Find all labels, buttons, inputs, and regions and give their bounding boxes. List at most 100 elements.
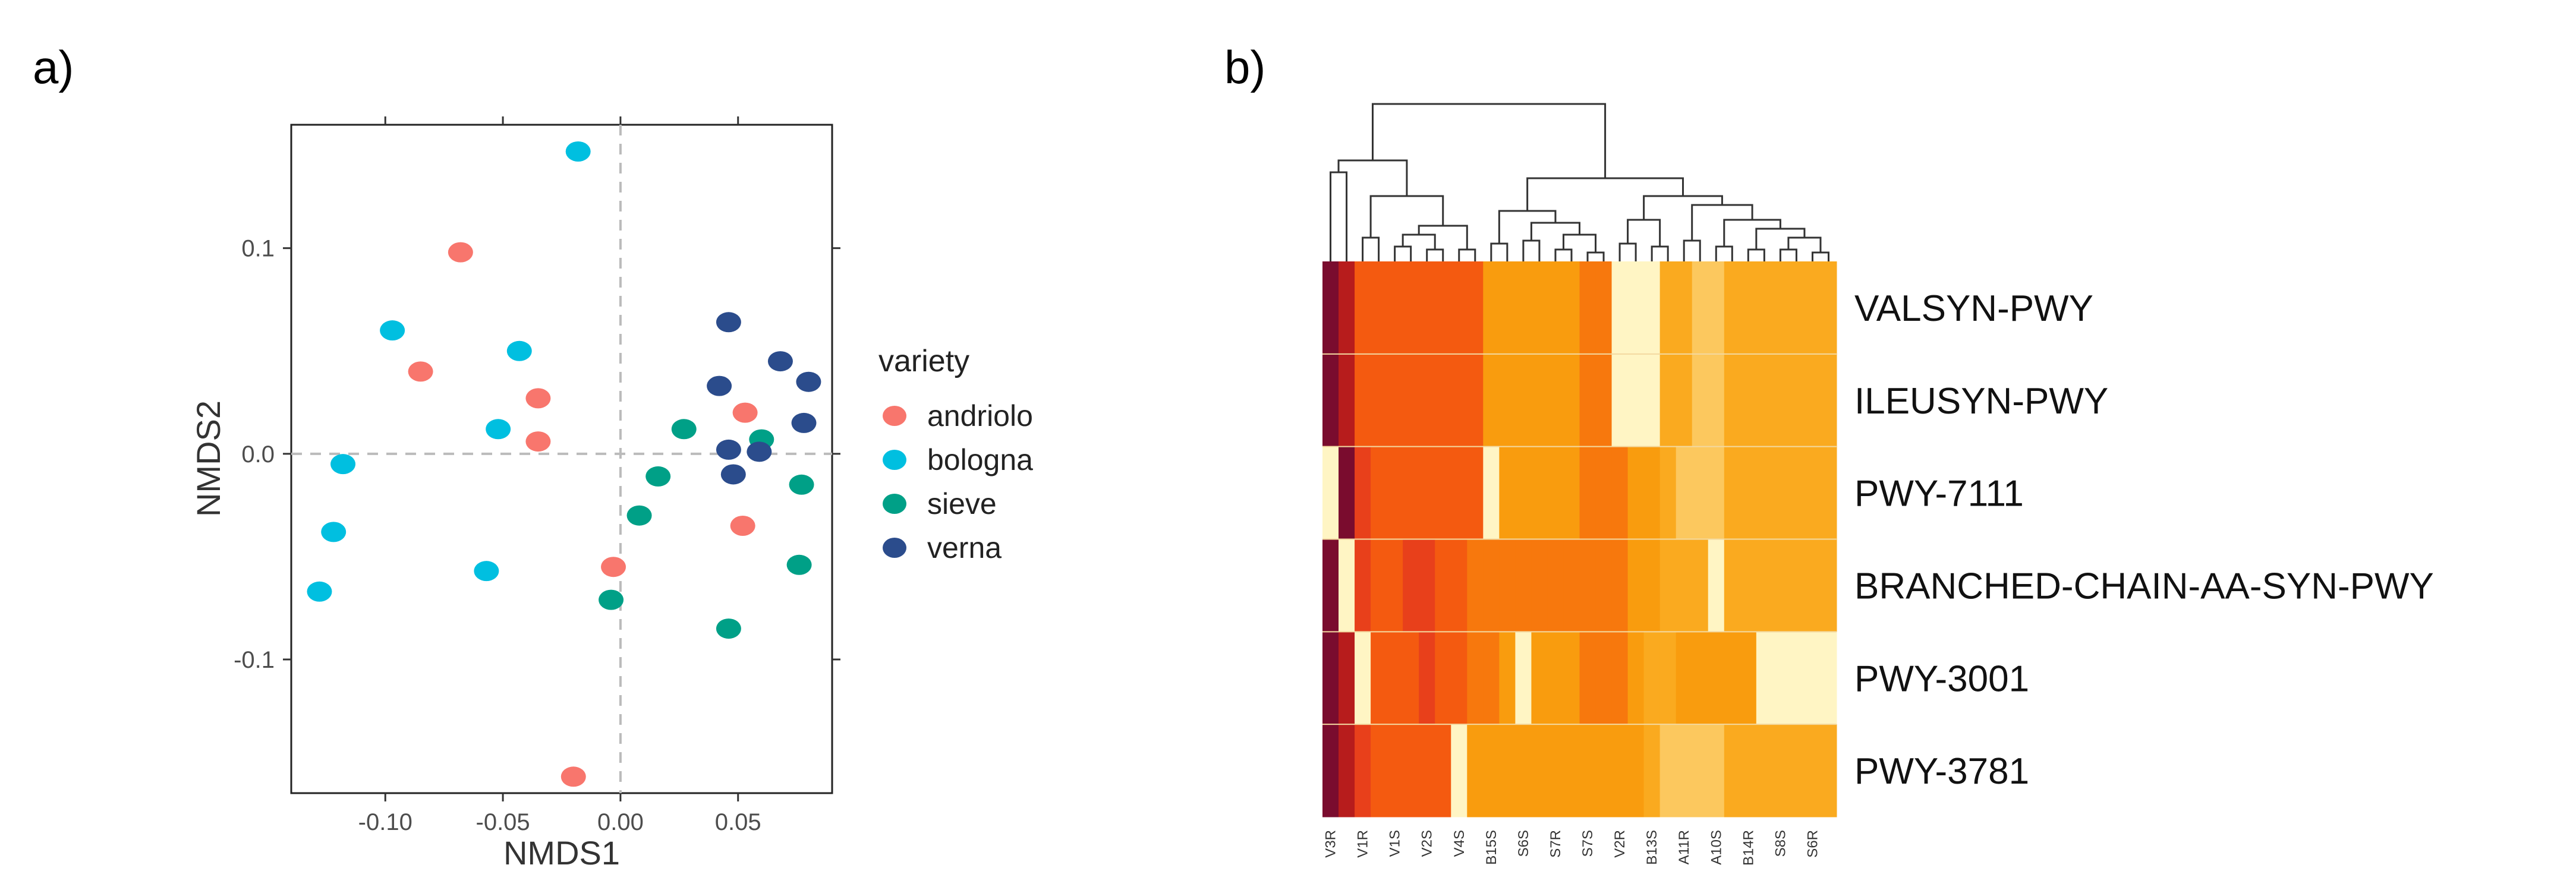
heatmap-cell [1611, 724, 1629, 817]
heatmap-cell [1659, 353, 1677, 447]
heatmap-cell [1467, 632, 1484, 725]
heatmap-cell [1371, 632, 1387, 725]
heatmap-cell [1643, 632, 1661, 725]
heatmap-cell [1355, 261, 1371, 355]
heatmap-cell [1531, 539, 1548, 632]
legend-title: variety [878, 344, 969, 378]
heatmap-cell [1563, 539, 1580, 632]
heatmap-cell [1403, 632, 1419, 725]
heatmap-cell [1322, 261, 1339, 355]
heatmap-cell [1804, 261, 1821, 355]
point-bologna [565, 141, 591, 162]
heatmap-col-label: A11R [1676, 830, 1692, 864]
heatmap-cell [1419, 261, 1435, 355]
heatmap-cell [1820, 353, 1837, 447]
point-sieve [716, 618, 741, 639]
heatmap-cell [1627, 539, 1645, 632]
heatmap-cell [1563, 632, 1580, 725]
heatmap-cell [1451, 446, 1467, 539]
point-bologna [474, 561, 499, 582]
y-tick-label: -0.1 [234, 647, 275, 673]
heatmap-cell [1515, 446, 1532, 539]
heatmap-cell [1579, 353, 1596, 447]
heatmap-cell [1499, 539, 1516, 632]
heatmap-cell [1708, 724, 1725, 817]
y-tick-label: 0.1 [241, 236, 275, 262]
point-verna [791, 412, 817, 433]
heatmap-cell [1772, 632, 1789, 725]
heatmap-cell [1451, 539, 1467, 632]
heatmap-cell [1643, 353, 1661, 447]
heatmap-cell [1788, 539, 1805, 632]
heatmap-cell [1595, 261, 1613, 355]
dendrogram-branch [1362, 236, 1380, 261]
scatter-frame [290, 124, 833, 794]
heatmap-cell [1740, 446, 1757, 539]
point-verna [767, 351, 793, 372]
heatmap-cell [1419, 539, 1435, 632]
dendrogram-branch [1526, 177, 1684, 211]
heatmap-cell [1643, 539, 1661, 632]
x-tick-label: -0.10 [358, 809, 412, 835]
heatmap-cell [1467, 446, 1484, 539]
heatmap-cell [1708, 632, 1725, 725]
dendrogram-branch [1490, 242, 1509, 261]
point-bologna [486, 419, 511, 440]
heatmap-cell [1419, 632, 1435, 725]
point-bologna [380, 320, 405, 341]
heatmap-cell [1499, 261, 1516, 355]
heatmap-cell [1579, 261, 1596, 355]
dendrogram-branch [1618, 242, 1637, 261]
heatmap-cell [1820, 724, 1837, 817]
dendrogram-branch [1723, 219, 1781, 247]
heatmap-cell [1563, 353, 1580, 447]
heatmap-cell [1692, 353, 1709, 447]
heatmap-cell [1595, 353, 1613, 447]
point-verna [716, 439, 741, 460]
heatmap-cell [1579, 632, 1596, 725]
heatmap-cell [1355, 353, 1371, 447]
heatmap-cell [1451, 632, 1467, 725]
heatmap-cell [1820, 632, 1837, 725]
heatmap-cell [1595, 632, 1613, 725]
heatmap-cell [1756, 724, 1773, 817]
heatmap-cell [1467, 724, 1484, 817]
heatmap-row-label: VALSYN-PWY [1854, 288, 2093, 329]
heatmap-cell [1483, 353, 1500, 447]
heatmap-cell [1435, 446, 1451, 539]
dendrogram-branch [1498, 210, 1557, 244]
heatmap-cell [1531, 446, 1548, 539]
heatmap-cell [1772, 724, 1789, 817]
heatmap-cell [1692, 539, 1709, 632]
heatmap-cell [1451, 353, 1467, 447]
heatmap-cell [1804, 539, 1821, 632]
legend: variety andriolo bologna sieve verna [878, 344, 1033, 564]
heatmap-cell [1403, 446, 1419, 539]
heatmap-cell [1740, 261, 1757, 355]
heatmap-cell [1756, 539, 1773, 632]
heatmap-cell [1611, 261, 1629, 355]
heatmap-cell [1659, 261, 1677, 355]
heatmap-cell [1499, 632, 1516, 725]
point-sieve [626, 505, 652, 526]
legend-label-bologna: bologna [927, 443, 1033, 476]
heatmap-cell [1499, 353, 1516, 447]
point-andriolo [601, 557, 626, 577]
dendrogram-branch [1779, 248, 1797, 261]
heatmap-cell [1740, 632, 1757, 725]
heatmap-cell [1403, 724, 1419, 817]
heatmap-cell [1547, 353, 1564, 447]
point-andriolo [448, 242, 473, 263]
heatmap-cell [1676, 632, 1693, 725]
point-sieve [671, 419, 697, 440]
heatmap-cell [1611, 539, 1629, 632]
heatmap-cell [1708, 539, 1725, 632]
heatmap-cell [1322, 353, 1339, 447]
heatmap-cell [1419, 446, 1435, 539]
heatmap-cell [1756, 261, 1773, 355]
heatmap-cell [1611, 353, 1629, 447]
heatmap-cell [1772, 261, 1789, 355]
legend-label-verna: verna [927, 531, 1002, 564]
heatmap-cell [1788, 261, 1805, 355]
heatmap-cell [1355, 539, 1371, 632]
